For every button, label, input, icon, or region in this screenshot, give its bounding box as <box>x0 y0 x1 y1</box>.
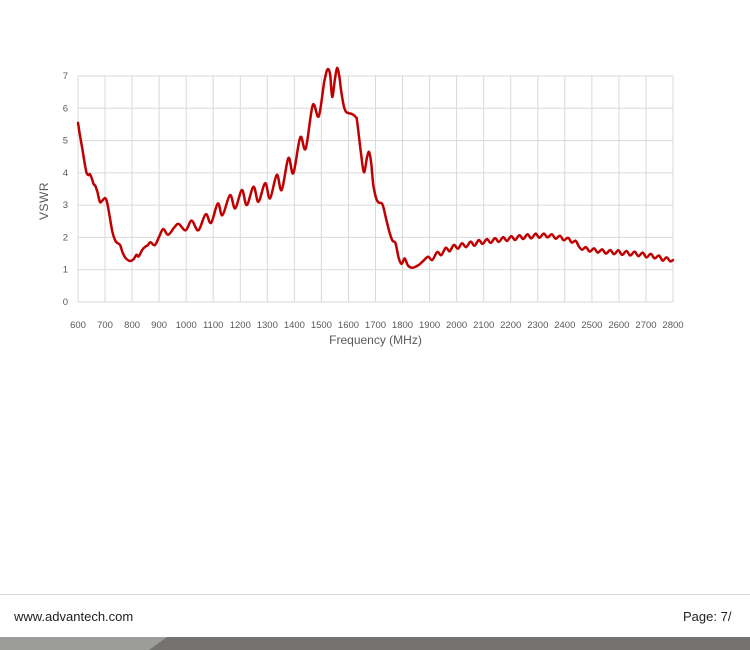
footer-bar <box>0 637 750 650</box>
x-axis-tick-label: 1700 <box>365 320 386 331</box>
x-axis-tick-label: 1800 <box>392 320 413 331</box>
y-axis-tick-label: 6 <box>63 103 68 114</box>
x-axis-tick-label: 2800 <box>662 320 683 331</box>
x-axis-tick-label: 800 <box>124 320 140 331</box>
x-axis-tick-label: 900 <box>151 320 167 331</box>
x-axis-tick-label: 1400 <box>284 320 305 331</box>
x-axis-tick-label: 2500 <box>581 320 602 331</box>
x-axis-tick-label: 600 <box>70 320 86 331</box>
y-axis-tick-label: 1 <box>63 265 68 276</box>
x-axis-tick-label: 1100 <box>203 320 223 331</box>
footer-divider <box>0 594 750 595</box>
y-axis-tick-label: 3 <box>63 200 68 211</box>
x-axis-tick-label: 2600 <box>608 320 629 331</box>
footer-bar-accent <box>0 637 167 650</box>
footer-website-link[interactable]: www.advantech.com <box>14 609 134 624</box>
x-axis-tick-label: 700 <box>97 320 113 331</box>
x-axis-tick-label: 1200 <box>230 320 251 331</box>
x-axis-tick-label: 1500 <box>311 320 332 331</box>
x-axis-tick-label: 1000 <box>176 320 197 331</box>
vswr-series-line <box>76 66 675 270</box>
x-axis-tick-label: 1900 <box>419 320 440 331</box>
x-axis-tick-label: 2000 <box>446 320 467 331</box>
y-axis-tick-label: 2 <box>63 232 68 243</box>
x-axis-title: Frequency (MHz) <box>329 333 422 347</box>
x-axis-tick-label: 2400 <box>554 320 575 331</box>
y-axis-tick-label: 7 <box>63 71 68 82</box>
x-axis-tick-label: 2700 <box>635 320 656 331</box>
y-axis-tick-label: 5 <box>63 136 68 147</box>
x-axis-tick-label: 2200 <box>500 320 521 331</box>
vswr-chart: 0 1 2 3 4 5 6 7 600 700 800 900 1000 1100 1200 1300 1400… <box>37 66 684 347</box>
x-axis-tick-label: 2300 <box>527 320 548 331</box>
y-axis-tick-label: 4 <box>63 168 68 179</box>
x-axis-tick-label: 2100 <box>473 320 494 331</box>
y-axis-title: VSWR <box>37 182 51 220</box>
vswr-chart-canvas: 0 1 2 3 4 5 6 7 600 700 800 900 1000 1100 1200 1300 1400… <box>63 66 684 331</box>
x-axis-tick-label: 1600 <box>338 320 359 331</box>
y-axis-tick-label: 0 <box>63 297 68 308</box>
x-axis-tick-label: 1300 <box>257 320 278 331</box>
footer-page-number: Page: 7/ <box>683 609 732 624</box>
